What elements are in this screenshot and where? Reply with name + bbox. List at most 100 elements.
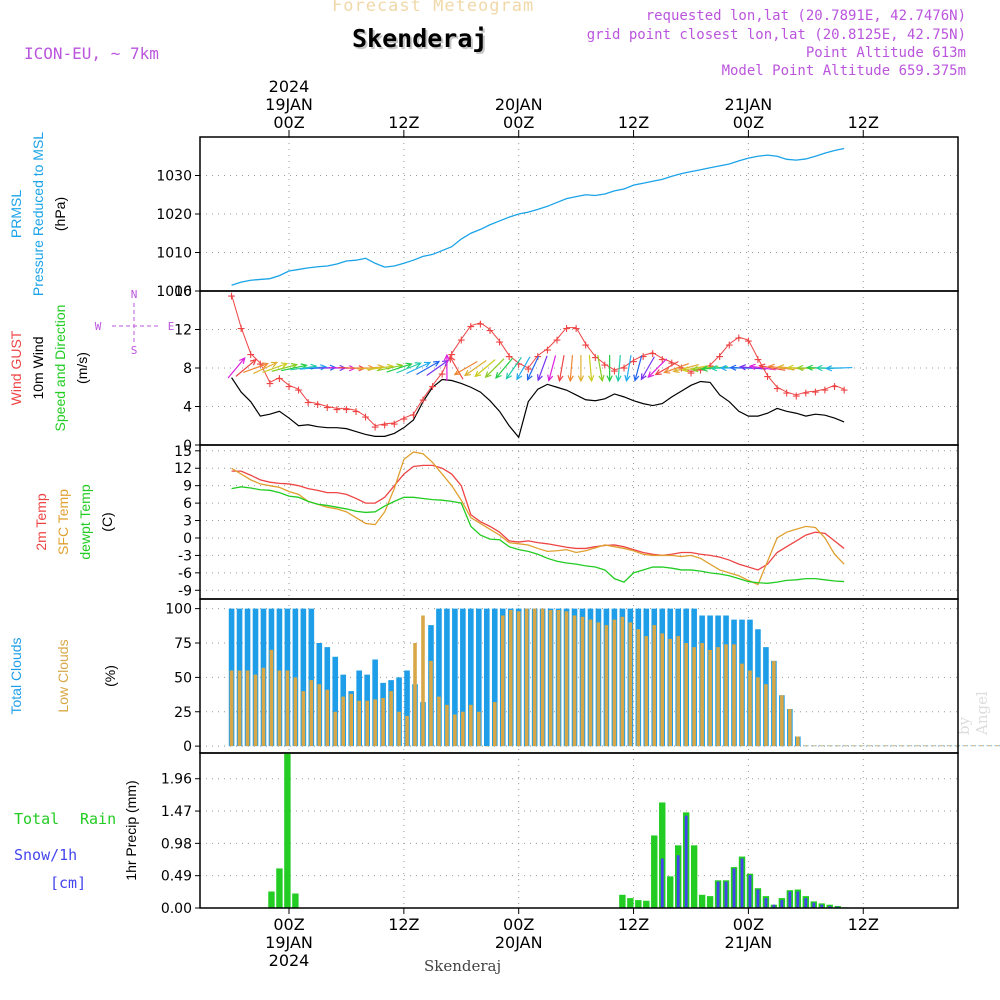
low-cloud-bar	[963, 745, 968, 747]
snow-bar	[828, 906, 832, 908]
wind-direction-arrow	[569, 354, 574, 382]
clouds-tick-label: 75	[174, 636, 192, 652]
wind-arrow-head	[729, 364, 737, 371]
wind-direction-arrow	[366, 365, 393, 371]
low-cloud-bar	[636, 629, 641, 747]
wind-arrow-head	[249, 358, 257, 366]
wind-arrow-head	[547, 374, 554, 382]
low-cloud-bar	[668, 638, 673, 747]
low-cloud-bar	[883, 745, 888, 747]
gust-marker: +	[610, 364, 618, 379]
temperature-tick-label: 6	[183, 496, 192, 512]
top-time-label: 12Z	[618, 113, 649, 132]
wind-arrow-head	[320, 364, 328, 371]
low-cloud-bar	[349, 693, 354, 747]
wind-tick-label: 0	[183, 438, 192, 454]
wind-ylabel: 10m Wind	[30, 336, 46, 399]
low-cloud-bar	[293, 677, 298, 747]
snow-bar	[716, 881, 720, 908]
wind-ylabel: Speed and Direction	[52, 305, 68, 432]
top-time-label: 19JAN	[265, 95, 313, 114]
rain-bar	[284, 753, 291, 908]
wind-direction-arrow	[449, 356, 464, 380]
wind-direction-arrow	[227, 357, 246, 379]
snow-bar	[676, 855, 680, 908]
wind-arrow-head	[441, 359, 450, 367]
gust-marker: +	[505, 349, 513, 364]
low-cloud-bar	[772, 660, 776, 747]
rain-bar	[698, 894, 706, 908]
clouds-ylabel: Total Clouds	[8, 637, 24, 714]
low-cloud-bar	[397, 711, 401, 747]
bottom-time-label: 00Z	[273, 915, 304, 934]
wind-arrow-head	[261, 362, 270, 369]
rain-bar	[706, 896, 714, 908]
snow-bar	[788, 891, 792, 908]
gust-marker: +	[524, 362, 532, 377]
low-cloud-bar	[301, 691, 306, 747]
gust-marker: +	[256, 357, 264, 372]
low-cloud-bar	[644, 636, 649, 747]
gust-marker: +	[295, 383, 303, 398]
low-cloud-bar	[556, 610, 561, 747]
gust-marker: +	[620, 361, 628, 376]
low-cloud-bar	[995, 745, 1000, 747]
snow-bar	[684, 815, 688, 908]
low-cloud-bar	[628, 622, 633, 747]
clouds-ylabel: (%)	[102, 665, 118, 687]
gust-marker: +	[400, 412, 408, 427]
wind-direction-arrow	[647, 358, 668, 378]
gust-marker: +	[553, 333, 561, 348]
wind-direction-arrow	[548, 355, 557, 381]
wind-arrow-head	[423, 361, 432, 368]
low-cloud-bar	[269, 649, 274, 747]
wind-arrow-head	[526, 373, 533, 382]
wind-direction-arrow	[290, 365, 317, 371]
gust-marker: +	[343, 402, 351, 417]
compass-south: S	[131, 344, 138, 357]
requested-coords: requested lon,lat (20.7891E, 42.7476N)	[645, 8, 966, 24]
wind-arrow-head	[663, 367, 671, 374]
low-cloud-bar	[588, 619, 593, 747]
wind-arrow-head	[516, 373, 523, 381]
gust-marker: +	[668, 356, 676, 371]
wind-arrow-head	[463, 369, 472, 377]
wind-direction-arrow	[235, 359, 257, 377]
wind-arrow-head	[484, 371, 492, 379]
bottom-time-label: 12Z	[388, 915, 419, 934]
low-cloud-bar	[796, 736, 800, 747]
snow-bar	[780, 900, 784, 908]
low-cloud-bar	[580, 616, 585, 747]
gust-marker: +	[792, 389, 800, 404]
low-cloud-bar	[931, 745, 936, 747]
wind-arrow-head	[536, 374, 543, 382]
low-cloud-bar	[891, 745, 896, 747]
wind-arrow-head	[624, 374, 631, 383]
low-cloud-bar	[899, 745, 904, 747]
gust-marker: +	[419, 393, 427, 408]
gust-marker: +	[821, 383, 829, 398]
gust-marker: +	[467, 320, 475, 335]
precipitation-tick-label: 0.00	[161, 901, 192, 917]
low-cloud-bar	[764, 684, 768, 747]
gust-marker: +	[783, 386, 791, 401]
temperature-tick-label: 12	[174, 461, 192, 477]
wind-direction-arrow	[357, 366, 384, 370]
low-cloud-bar	[548, 610, 553, 747]
snow-bar	[660, 858, 664, 908]
precipitation-tick-label: 1.96	[161, 772, 192, 788]
low-cloud-bar	[804, 745, 808, 747]
bottom-time-label: 00Z	[733, 915, 764, 934]
low-cloud-bar	[253, 674, 258, 747]
wind-arrow-head	[405, 362, 413, 369]
low-cloud-bar	[676, 636, 680, 747]
gust-marker: +	[486, 324, 494, 339]
low-cloud-bar	[843, 745, 848, 747]
temperature-ylabel: SFC Temp	[55, 489, 71, 555]
wind-tick-label: 8	[183, 361, 192, 377]
low-cloud-bar	[357, 700, 361, 747]
total-cloud-bar	[308, 608, 315, 747]
gust-marker: +	[429, 379, 437, 394]
temperature-ylabel: dewpt Temp	[77, 484, 93, 559]
